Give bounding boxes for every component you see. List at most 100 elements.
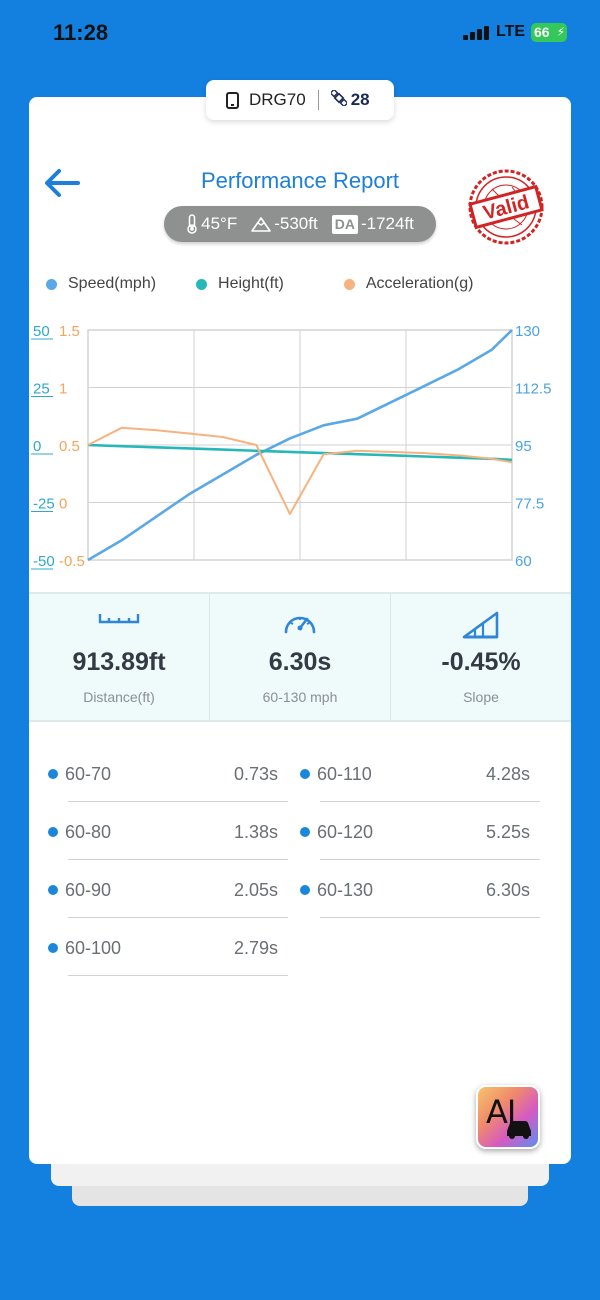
legend-height[interactable]: Height(ft) <box>196 275 284 293</box>
split-range: 60-100 <box>65 938 122 958</box>
satellite-icon <box>329 88 349 110</box>
back-arrow-icon[interactable] <box>42 166 82 200</box>
car-icon <box>507 1121 531 1139</box>
slope-icon <box>462 611 499 639</box>
y-tick-speed: 60 <box>515 553 532 570</box>
y-tick-acceleration: 0.5 <box>59 438 80 455</box>
y-tick-speed: 95 <box>515 438 532 455</box>
split-dot <box>48 885 58 895</box>
y-tick-speed: 77.5 <box>515 496 544 513</box>
split-time: 6.30s <box>485 880 530 900</box>
split-item: 60-80 1.38s <box>48 803 288 861</box>
chart-legend: Speed(mph) Height(ft) Acceleration(g) <box>46 273 546 295</box>
conditions-pill: 45°F -530ft DA -1724ft <box>164 206 436 242</box>
y-tick-height: 0 <box>33 438 41 455</box>
time-value: 6.30s <box>268 648 332 676</box>
time-label: 60-130 mph <box>262 689 338 705</box>
split-dot <box>300 769 310 779</box>
split-range: 60-120 <box>317 822 374 842</box>
distance-label: Distance(ft) <box>83 689 155 705</box>
status-bar: 11:28 LTE 66 ⚡ <box>0 0 600 66</box>
y-tick-height: 50 <box>33 323 50 340</box>
status-time: 11:28 <box>53 20 109 45</box>
battery-indicator: 66 ⚡ <box>531 23 567 42</box>
y-tick-acceleration: -0.5 <box>59 553 85 570</box>
y-tick-speed: 112.5 <box>515 381 551 398</box>
split-divider <box>320 917 540 918</box>
slope-stat: -0.45% Slope <box>390 594 571 720</box>
device-icon <box>226 91 239 109</box>
y-tick-speed: 130 <box>515 323 540 340</box>
split-divider <box>68 917 288 918</box>
y-tick-acceleration: 0 <box>59 496 67 513</box>
density-altitude-value: -1724ft <box>360 214 414 233</box>
device-tab[interactable]: DRG70 28 <box>206 80 394 120</box>
divider <box>317 90 319 110</box>
altitude-value: -530ft <box>274 214 318 233</box>
y-tick-acceleration: 1.5 <box>59 323 80 340</box>
split-divider <box>68 975 288 976</box>
split-item: 60-90 2.05s <box>48 861 288 919</box>
legend-dot <box>196 278 208 290</box>
series-line-heightft <box>87 443 513 462</box>
y-tick-height: -25 <box>33 496 55 513</box>
split-range: 60-110 <box>317 764 372 784</box>
legend-speed[interactable]: Speed(mph) <box>46 275 156 293</box>
slope-value: -0.45% <box>441 648 521 676</box>
distance-value: 913.89ft <box>72 648 166 676</box>
split-divider <box>320 801 540 802</box>
split-time: 0.73s <box>233 764 278 784</box>
y-tick-acceleration: 1 <box>59 381 67 398</box>
split-item: 60-100 2.79s <box>48 919 288 977</box>
legend-dot <box>343 278 355 290</box>
battery-level: 66 <box>534 24 550 40</box>
split-item: 60-130 6.30s <box>300 861 540 919</box>
satellite-count: 28 <box>350 90 370 109</box>
split-time: 4.28s <box>485 764 530 784</box>
legend-acceleration[interactable]: Acceleration(g) <box>343 275 474 293</box>
legend-dot <box>46 278 57 290</box>
split-item: 60-110 4.28s <box>300 745 540 803</box>
split-item: 60-70 0.73s <box>48 745 288 803</box>
charging-bolt-icon: ⚡ <box>556 25 565 39</box>
speedometer-icon <box>284 616 316 634</box>
legend-label: Acceleration(g) <box>365 275 474 292</box>
device-name: DRG70 <box>249 90 306 109</box>
legend-label: Height(ft) <box>218 275 284 292</box>
split-time: 5.25s <box>485 822 530 842</box>
split-divider <box>68 859 288 860</box>
split-dot <box>300 885 310 895</box>
slope-label: Slope <box>463 689 499 705</box>
thermometer-icon <box>187 214 197 234</box>
split-item: 60-120 5.25s <box>300 803 540 861</box>
time-stat: 6.30s 60-130 mph <box>209 594 390 720</box>
legend-label: Speed(mph) <box>68 275 157 292</box>
ruler-icon <box>98 614 140 624</box>
split-dot <box>300 827 310 837</box>
distance-stat: 913.89ft Distance(ft) <box>29 594 209 720</box>
temperature-item: 45°F <box>186 214 237 234</box>
ai-assistant-button[interactable]: AI <box>476 1085 540 1149</box>
network-type: LTE <box>496 23 526 40</box>
split-dot <box>48 943 58 953</box>
split-range: 60-90 <box>65 880 112 900</box>
split-range: 60-70 <box>65 764 112 784</box>
altitude-item: -530ft <box>251 214 318 234</box>
split-range: 60-80 <box>65 822 112 842</box>
valid-stamp: Valid <box>468 169 544 245</box>
split-divider <box>68 801 288 802</box>
signal-icon <box>463 26 489 40</box>
stats-panel: 913.89ft Distance(ft) 6.30s 60-130 mph -… <box>29 592 571 722</box>
split-range: 60-130 <box>317 880 374 900</box>
y-tick-height: -50 <box>33 553 55 570</box>
temperature-value: 45°F <box>201 214 238 233</box>
page-title: Performance Report <box>200 168 400 193</box>
split-time: 1.38s <box>233 822 278 842</box>
mountain-icon <box>251 217 272 232</box>
series-line-accelerationg <box>87 426 513 515</box>
split-divider <box>320 859 540 860</box>
series-line-speedmph <box>87 329 513 562</box>
split-time: 2.05s <box>233 880 278 900</box>
split-time: 2.79s <box>233 938 278 958</box>
